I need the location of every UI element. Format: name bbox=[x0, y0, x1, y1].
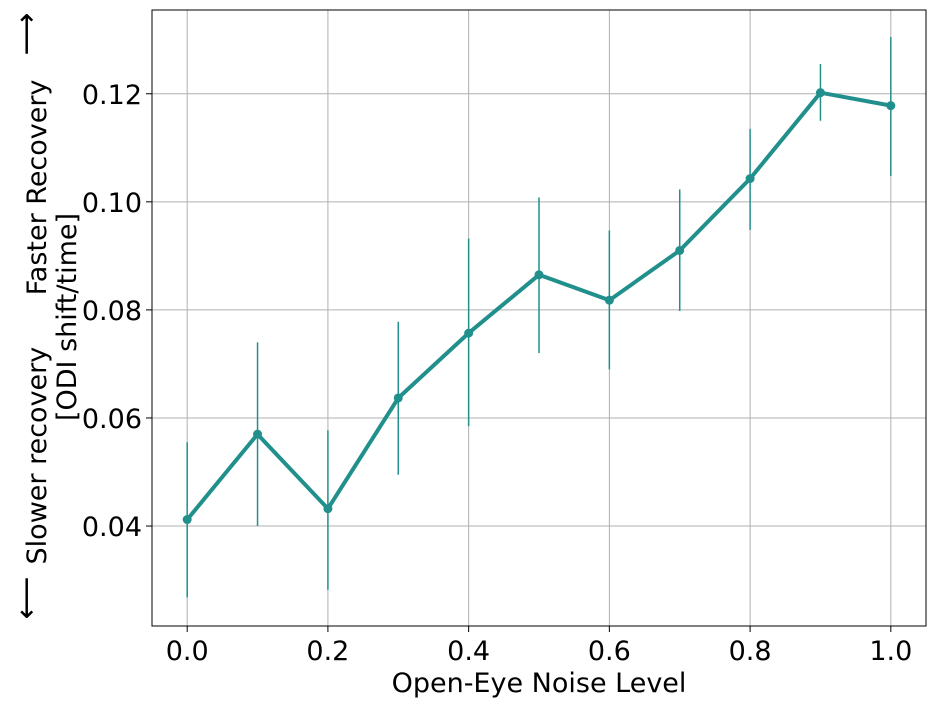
y-axis-label-line-2: [ODI shift/time] bbox=[52, 213, 83, 421]
data-point bbox=[464, 328, 474, 338]
data-point bbox=[323, 504, 333, 514]
y-axis-arrow-high: ⟶ bbox=[9, 12, 44, 55]
x-tick-label: 1.0 bbox=[869, 636, 912, 667]
data-points bbox=[182, 88, 896, 525]
y-tick-label: 0.12 bbox=[82, 80, 142, 111]
plot-frame bbox=[151, 9, 927, 627]
y-tick-label: 0.04 bbox=[82, 512, 142, 543]
data-point bbox=[182, 515, 192, 525]
x-tick-label: 0.2 bbox=[306, 636, 349, 667]
y-axis-label-line-1: Slower recovery Faster Recovery bbox=[22, 80, 53, 565]
data-point bbox=[534, 270, 544, 280]
data-point bbox=[253, 429, 263, 439]
x-tick-label: 0.4 bbox=[447, 636, 490, 667]
data-point bbox=[604, 295, 614, 305]
x-axis-label: Open-Eye Noise Level bbox=[392, 668, 687, 699]
y-tick-label: 0.10 bbox=[82, 188, 142, 219]
axis-ticks: 0.0 0.2 0.4 0.6 0.8 1.0 0.04 0.06 0.08 0.10 0.12 bbox=[82, 80, 912, 667]
data-point bbox=[393, 393, 403, 403]
x-tick-label: 0.6 bbox=[588, 636, 631, 667]
x-tick-label: 0.0 bbox=[166, 636, 209, 667]
error-bars bbox=[186, 37, 892, 598]
y-axis-label: Slower recovery Faster Recovery [ODI shi… bbox=[9, 12, 83, 619]
y-tick-label: 0.08 bbox=[82, 296, 142, 327]
y-tick-label: 0.06 bbox=[82, 404, 142, 435]
y-axis-arrow-low: ⟵ bbox=[9, 576, 44, 619]
data-point bbox=[745, 174, 755, 184]
x-tick-label: 0.8 bbox=[729, 636, 772, 667]
data-point bbox=[675, 245, 685, 255]
data-point bbox=[815, 88, 825, 98]
data-point bbox=[886, 101, 896, 111]
